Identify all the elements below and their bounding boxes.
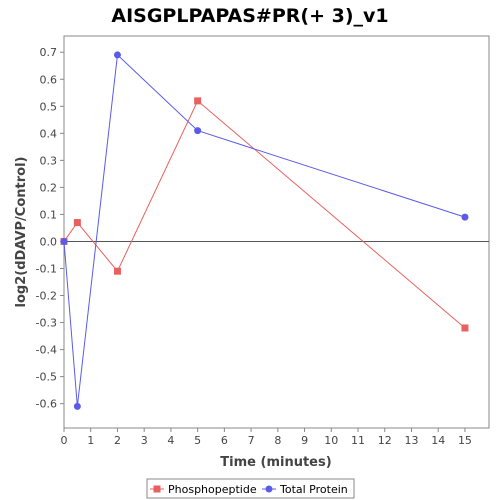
y-tick-label: -0.3 xyxy=(36,317,57,330)
x-tick-label: 13 xyxy=(404,434,418,447)
data-point-total-protein xyxy=(60,237,68,245)
x-tick-label: 9 xyxy=(301,434,308,447)
y-tick-label: -0.6 xyxy=(36,398,57,411)
x-tick-label: 12 xyxy=(378,434,392,447)
y-tick-label: 0.6 xyxy=(40,73,58,86)
x-tick-label: 6 xyxy=(221,434,228,447)
legend-marker-total-protein xyxy=(265,485,273,493)
plot-area xyxy=(63,35,490,429)
y-tick-label: 0.5 xyxy=(40,100,58,113)
y-tick-label: -0.5 xyxy=(36,371,57,384)
chart-title: AISGPLPAPAS#PR(+ 3)_v1 xyxy=(111,5,388,27)
x-axis: 0 1 2 3 4 5 6 7 8 9 10 11 12 13 14 15 xyxy=(61,428,472,447)
legend-marker-phosphopeptide xyxy=(153,485,161,493)
legend: Phosphopeptide Total Protein xyxy=(146,478,355,499)
legend-box xyxy=(146,478,355,499)
legend-label-phosphopeptide: Phosphopeptide xyxy=(168,483,257,496)
data-point-total-protein xyxy=(461,213,469,221)
x-tick-label: 4 xyxy=(167,434,174,447)
y-axis: -0.6 -0.5 -0.4 -0.3 -0.2 -0.1 0.0 0.1 0.2 0.3 0.4 0… xyxy=(36,46,64,411)
x-tick-label: 10 xyxy=(324,434,338,447)
x-tick-label: 14 xyxy=(431,434,445,447)
y-tick-label: 0.7 xyxy=(40,46,58,59)
y-tick-label: -0.2 xyxy=(36,290,57,303)
y-tick-label: 0.2 xyxy=(40,181,58,194)
series-layer xyxy=(60,51,469,410)
x-tick-label: 0 xyxy=(61,434,68,447)
y-tick-label: 0.1 xyxy=(40,208,58,221)
data-point-total-protein xyxy=(194,127,202,135)
x-tick-label: 2 xyxy=(114,434,121,447)
y-tick-label: 0.3 xyxy=(40,154,58,167)
data-point-total-protein xyxy=(113,51,121,59)
y-tick-label: -0.1 xyxy=(36,262,57,275)
x-tick-label: 11 xyxy=(351,434,365,447)
x-tick-label: 15 xyxy=(458,434,472,447)
x-tick-label: 7 xyxy=(248,434,255,447)
data-point-phosphopeptide xyxy=(73,219,81,227)
x-tick-label: 8 xyxy=(274,434,281,447)
y-tick-label: -0.4 xyxy=(36,344,57,357)
x-tick-label: 3 xyxy=(141,434,148,447)
data-point-phosphopeptide xyxy=(113,267,121,275)
y-tick-label: 0.4 xyxy=(40,127,58,140)
x-tick-label: 5 xyxy=(194,434,201,447)
data-point-phosphopeptide xyxy=(194,97,202,105)
data-point-total-protein xyxy=(73,402,81,410)
data-point-phosphopeptide xyxy=(461,324,469,332)
y-axis-label: log2(dDAVP/Control) xyxy=(14,157,29,308)
x-tick-label: 1 xyxy=(87,434,94,447)
legend-label-total-protein: Total Protein xyxy=(279,483,348,496)
x-axis-label: Time (minutes) xyxy=(220,455,331,470)
y-tick-label: 0.0 xyxy=(40,235,58,248)
